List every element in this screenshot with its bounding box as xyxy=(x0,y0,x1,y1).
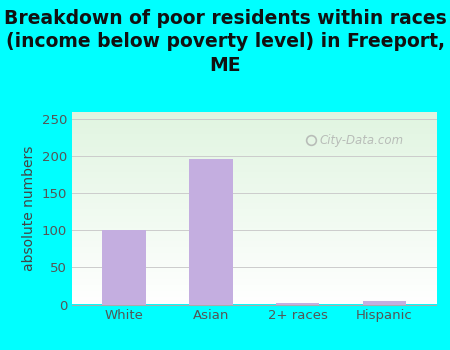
Bar xyxy=(189,159,233,304)
Bar xyxy=(276,303,320,304)
Y-axis label: absolute numbers: absolute numbers xyxy=(22,146,36,271)
Bar xyxy=(103,230,146,304)
Text: Breakdown of poor residents within races
(income below poverty level) in Freepor: Breakdown of poor residents within races… xyxy=(4,9,446,75)
Text: City-Data.com: City-Data.com xyxy=(320,134,404,147)
Bar xyxy=(363,301,406,304)
